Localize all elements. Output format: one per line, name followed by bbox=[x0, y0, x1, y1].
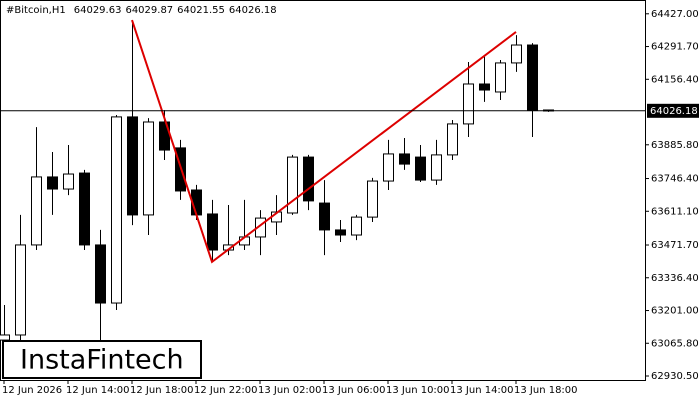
candle-body bbox=[511, 44, 522, 64]
current-price-label: 64026.18 bbox=[650, 106, 698, 117]
watermark: InstaFintech bbox=[20, 345, 184, 376]
candle-body bbox=[207, 213, 218, 251]
last-high: 64029.87 bbox=[125, 5, 173, 16]
candle-body bbox=[447, 123, 458, 156]
candle-body bbox=[463, 83, 474, 125]
candle-body bbox=[351, 216, 362, 236]
x-tick-label: 12 Jun 14:00 bbox=[66, 385, 130, 396]
candle-body bbox=[0, 334, 10, 341]
candle-body bbox=[47, 176, 58, 190]
pattern-line bbox=[131, 19, 517, 264]
candle-body bbox=[415, 156, 426, 181]
candle-body bbox=[303, 156, 314, 202]
y-tick-label: 62930.50 bbox=[651, 371, 699, 382]
candle-body bbox=[383, 153, 394, 182]
candle-body bbox=[255, 217, 266, 238]
y-tick-label: 63065.80 bbox=[651, 338, 699, 349]
symbol: #Bitcoin,H1 bbox=[6, 5, 66, 16]
candle-body bbox=[399, 153, 410, 165]
candle-body bbox=[79, 172, 90, 246]
y-tick-label: 64291.70 bbox=[651, 42, 699, 53]
current-price-box bbox=[647, 103, 699, 118]
y-tick-label: 63336.40 bbox=[651, 273, 699, 284]
last-low: 64021.55 bbox=[177, 5, 225, 16]
x-tick-label: 12 Jun 22:00 bbox=[194, 385, 258, 396]
candle-body bbox=[287, 156, 298, 214]
last-open: 64029.63 bbox=[74, 5, 122, 16]
y-tick-label: 63611.10 bbox=[651, 206, 699, 217]
x-tick-label: 13 Jun 14:00 bbox=[450, 385, 514, 396]
y-tick-label: 64156.40 bbox=[651, 74, 699, 85]
chart-header: #Bitcoin,H1 64029.63 64029.87 64021.55 64026… bbox=[6, 5, 277, 16]
plot-frame bbox=[0, 0, 646, 381]
candle-body bbox=[335, 229, 346, 236]
x-tick-label: 13 Jun 10:00 bbox=[386, 385, 450, 396]
x-tick-label: 13 Jun 02:00 bbox=[258, 385, 322, 396]
x-tick-label: 13 Jun 18:00 bbox=[514, 385, 578, 396]
candle-body bbox=[15, 244, 26, 336]
candle-body bbox=[367, 180, 378, 218]
watermark-box bbox=[2, 340, 202, 379]
candle-body bbox=[319, 202, 330, 231]
candle-body bbox=[431, 154, 442, 181]
last-close: 64026.18 bbox=[229, 5, 277, 16]
y-tick-label: 63746.40 bbox=[651, 174, 699, 185]
y-tick-label: 63885.80 bbox=[651, 140, 699, 151]
candle-body bbox=[31, 176, 42, 246]
x-tick-label: 12 Jun 2026 bbox=[2, 385, 62, 396]
candle-body bbox=[63, 173, 74, 190]
candle-body bbox=[143, 121, 154, 216]
candle-body bbox=[479, 83, 490, 91]
y-tick-label: 64427.00 bbox=[651, 9, 699, 20]
x-tick-label: 13 Jun 06:00 bbox=[322, 385, 386, 396]
y-tick-label: 63201.00 bbox=[651, 306, 699, 317]
y-tick-label: 63471.70 bbox=[651, 240, 699, 251]
candle-body bbox=[527, 44, 538, 111]
candle-body bbox=[495, 62, 506, 93]
candle-body bbox=[127, 116, 138, 216]
x-tick-label: 12 Jun 18:00 bbox=[130, 385, 194, 396]
candle-body bbox=[95, 244, 106, 304]
candle-body bbox=[111, 116, 122, 304]
